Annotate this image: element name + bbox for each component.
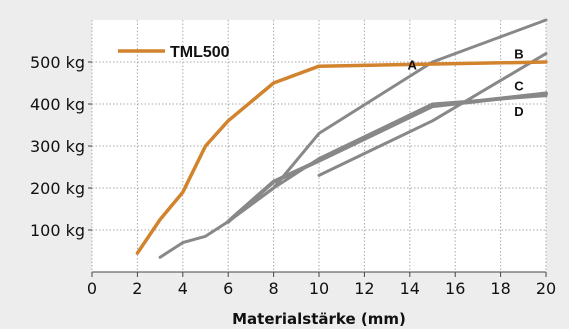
x-axis-ticks: 0 2 4 6 8 10 12 14 16 18 20 — [87, 272, 556, 298]
x-tick-label: 12 — [354, 279, 374, 298]
series-annotations: A B CD — [408, 47, 525, 119]
series-label-a: A — [408, 58, 418, 73]
x-axis-label: Materialstärke (mm) — [232, 310, 406, 328]
series-line-tml500 — [135, 60, 548, 255]
series-line-b — [317, 52, 548, 177]
series-label-d: D — [514, 104, 523, 119]
y-tick-label: 400 kg — [30, 95, 85, 114]
y-axis-ticks: 100 kg 200 kg 300 kg 400 kg 500 kg — [30, 53, 92, 240]
grid-lines — [91, 20, 547, 272]
series-label-b: B — [514, 47, 523, 62]
y-tick-label: 200 kg — [30, 179, 85, 198]
y-tick-label: 500 kg — [30, 53, 85, 72]
series-line-d — [226, 91, 548, 224]
x-tick-label: 10 — [309, 279, 329, 298]
x-tick-label: 18 — [490, 279, 510, 298]
x-tick-label: 4 — [178, 279, 188, 298]
x-tick-label: 2 — [132, 279, 142, 298]
legend: TML500 — [118, 44, 230, 61]
series-label-c: C — [514, 79, 524, 94]
y-tick-label: 100 kg — [30, 221, 85, 240]
x-tick-label: 6 — [223, 279, 233, 298]
x-tick-label: 20 — [536, 279, 556, 298]
legend-label-tml500: TML500 — [170, 44, 230, 61]
y-tick-label: 300 kg — [30, 137, 85, 156]
x-tick-label: 8 — [269, 279, 279, 298]
x-tick-label: 14 — [400, 279, 420, 298]
series-layer — [135, 18, 548, 259]
x-tick-label: 0 — [87, 279, 97, 298]
x-tick-label: 16 — [445, 279, 465, 298]
